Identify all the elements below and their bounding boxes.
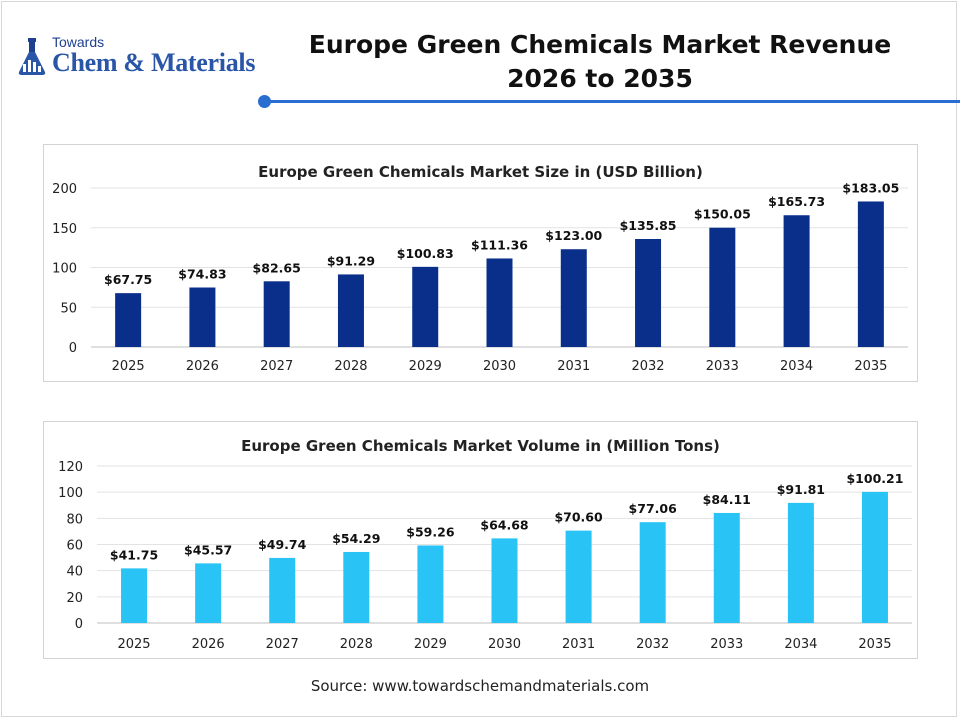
title-rule bbox=[266, 100, 960, 103]
market-size-data-label: $135.85 bbox=[620, 218, 677, 233]
market-volume-data-label: $45.57 bbox=[184, 542, 232, 557]
market-size-x-tick-label: 2031 bbox=[557, 359, 590, 374]
market-size-y-tick-label: 150 bbox=[52, 222, 77, 237]
market-size-bar bbox=[337, 274, 364, 347]
page-title-line-1: Europe Green Chemicals Market Revenue bbox=[308, 30, 892, 59]
market-size-bar bbox=[263, 281, 290, 347]
market-size-y-tick-label: 100 bbox=[52, 262, 77, 277]
market-size-bar bbox=[486, 258, 513, 347]
market-volume-bar bbox=[565, 530, 592, 623]
logo-towards-text: Towards bbox=[52, 34, 105, 50]
market-volume-bar bbox=[121, 568, 148, 623]
market-volume-x-tick-label: 2028 bbox=[340, 637, 373, 652]
market-size-y-tick-label: 0 bbox=[69, 341, 77, 356]
brand-logo: Towards Chem & Materials bbox=[16, 34, 276, 82]
market-volume-bar bbox=[417, 545, 444, 623]
market-volume-x-tick-label: 2035 bbox=[858, 637, 891, 652]
market-volume-data-label: $77.06 bbox=[629, 501, 678, 516]
market-size-data-label: $150.05 bbox=[694, 207, 751, 222]
title-rule-dot bbox=[258, 95, 271, 108]
market-volume-y-tick-label: 120 bbox=[58, 460, 83, 475]
market-volume-bar bbox=[713, 512, 740, 623]
market-volume-y-tick-label: 40 bbox=[66, 565, 83, 580]
market-size-data-label: $123.00 bbox=[545, 228, 602, 243]
market-size-data-label: $91.29 bbox=[327, 253, 375, 268]
market-size-y-tick-label: 200 bbox=[52, 182, 77, 197]
market-size-data-label: $67.75 bbox=[104, 272, 152, 287]
market-volume-data-label: $59.26 bbox=[406, 524, 455, 539]
page-title: Europe Green Chemicals Market Revenue 20… bbox=[300, 28, 900, 96]
market-volume-x-tick-label: 2027 bbox=[266, 637, 299, 652]
market-size-x-tick-label: 2025 bbox=[112, 359, 145, 374]
market-volume-x-tick-label: 2029 bbox=[414, 637, 447, 652]
market-volume-data-label: $49.74 bbox=[258, 537, 307, 552]
market-volume-data-label: $70.60 bbox=[554, 510, 603, 525]
market-volume-data-label: $100.21 bbox=[846, 471, 903, 486]
market-size-chart: 0 50 100 150 200 $67.75 2025 $74.83 2026 $82.65 20… bbox=[52, 180, 908, 374]
market-size-chart-title: Europe Green Chemicals Market Size in (U… bbox=[258, 163, 703, 181]
market-volume-y-tick-label: 80 bbox=[66, 512, 83, 527]
market-volume-data-label: $91.81 bbox=[777, 482, 825, 497]
market-volume-x-tick-label: 2025 bbox=[117, 637, 150, 652]
market-size-bar bbox=[783, 215, 810, 347]
flask-logo-icon bbox=[18, 38, 46, 75]
market-volume-chart: 0 20 40 60 80 100 120 $41.75 2025 $45.57 2026 $49.7… bbox=[58, 460, 912, 652]
market-size-y-tick-label: 50 bbox=[60, 301, 77, 316]
market-volume-data-label: $64.68 bbox=[480, 517, 528, 532]
market-volume-bar bbox=[787, 502, 814, 623]
market-volume-bar bbox=[491, 538, 518, 623]
market-volume-bar bbox=[861, 491, 888, 623]
source-text: Source: www.towardschemandmaterials.com bbox=[310, 677, 650, 695]
market-volume-y-tick-label: 0 bbox=[75, 617, 83, 632]
market-volume-chart-panel: Europe Green Chemicals Market Volume in … bbox=[43, 421, 918, 659]
market-volume-x-tick-label: 2030 bbox=[488, 637, 521, 652]
market-volume-y-tick-label: 20 bbox=[66, 591, 83, 606]
market-size-x-tick-label: 2029 bbox=[409, 359, 442, 374]
page-title-line-2: 2026 to 2035 bbox=[507, 64, 693, 93]
market-volume-data-label: $84.11 bbox=[703, 492, 751, 507]
market-size-bar bbox=[115, 293, 142, 347]
market-volume-x-tick-label: 2034 bbox=[784, 637, 817, 652]
market-size-x-tick-label: 2034 bbox=[780, 359, 813, 374]
market-size-data-label: $165.73 bbox=[768, 194, 825, 209]
market-size-bar bbox=[709, 227, 736, 347]
market-volume-data-label: $41.75 bbox=[110, 547, 158, 562]
market-volume-chart-title: Europe Green Chemicals Market Volume in … bbox=[241, 437, 720, 455]
market-size-x-tick-label: 2028 bbox=[334, 359, 367, 374]
market-size-chart-panel: Europe Green Chemicals Market Size in (U… bbox=[43, 144, 918, 382]
market-size-x-tick-label: 2035 bbox=[854, 359, 887, 374]
market-size-data-label: $111.36 bbox=[471, 237, 528, 252]
market-size-data-label: $74.83 bbox=[178, 267, 226, 282]
market-volume-x-tick-label: 2026 bbox=[192, 637, 225, 652]
market-volume-bar bbox=[269, 557, 296, 623]
market-size-x-tick-label: 2027 bbox=[260, 359, 293, 374]
market-volume-x-tick-label: 2033 bbox=[710, 637, 743, 652]
market-size-bar bbox=[857, 201, 884, 347]
market-size-bar bbox=[560, 249, 587, 347]
market-size-x-tick-label: 2033 bbox=[706, 359, 739, 374]
market-volume-y-tick-label: 100 bbox=[58, 486, 83, 501]
market-size-x-tick-label: 2032 bbox=[631, 359, 664, 374]
market-volume-bar bbox=[639, 522, 666, 623]
market-size-data-label: $183.05 bbox=[842, 180, 899, 195]
market-volume-x-tick-label: 2032 bbox=[636, 637, 669, 652]
market-size-data-label: $100.83 bbox=[397, 246, 454, 261]
logo-brand-text: Chem & Materials bbox=[52, 48, 256, 77]
market-size-data-label: $82.65 bbox=[253, 260, 301, 275]
market-size-bar bbox=[412, 266, 439, 347]
market-volume-bar bbox=[343, 551, 370, 623]
market-volume-y-tick-label: 60 bbox=[66, 539, 83, 554]
market-size-x-tick-label: 2026 bbox=[186, 359, 219, 374]
market-size-x-tick-label: 2030 bbox=[483, 359, 516, 374]
market-volume-x-tick-label: 2031 bbox=[562, 637, 595, 652]
market-size-bar bbox=[635, 238, 662, 347]
market-volume-bar bbox=[195, 563, 222, 623]
market-size-bar bbox=[189, 287, 216, 347]
market-volume-data-label: $54.29 bbox=[332, 531, 380, 546]
